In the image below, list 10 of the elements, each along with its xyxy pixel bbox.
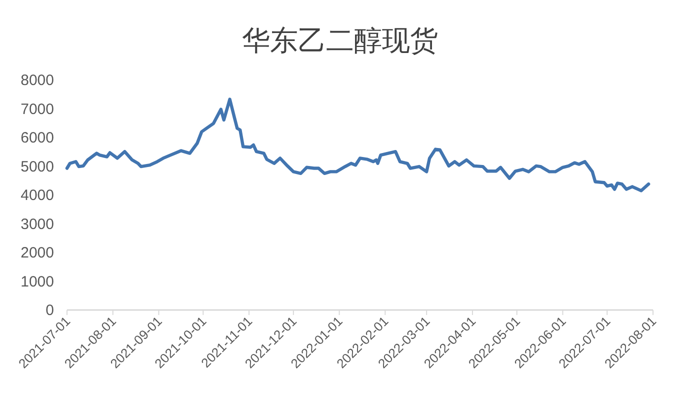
- y-tick-label: 4000: [20, 187, 54, 204]
- title: 华东乙二醇现货: [242, 25, 438, 56]
- y-tick-label: 2000: [20, 244, 54, 262]
- y-tick-label: 8000: [20, 72, 54, 89]
- y-tick-label: 7000: [20, 100, 54, 118]
- y-tick-label: 6000: [20, 130, 54, 146]
- y-tick-label: 3000: [20, 216, 54, 233]
- y-tick-label: 0: [46, 302, 54, 319]
- y-tick-label: 5000: [20, 158, 54, 176]
- y-tick-label: 1000: [20, 273, 54, 290]
